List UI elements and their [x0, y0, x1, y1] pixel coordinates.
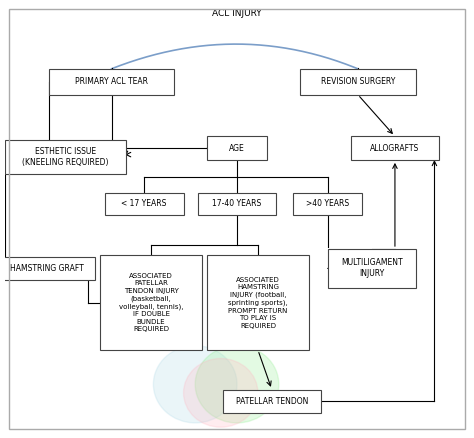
- FancyBboxPatch shape: [351, 136, 439, 160]
- Text: ALLOGRAFTS: ALLOGRAFTS: [370, 144, 419, 153]
- Text: ASSOCIATED
HAMSTRING
INJURY (football,
sprinting sports),
PROMPT RETURN
TO PLAY : ASSOCIATED HAMSTRING INJURY (football, s…: [228, 277, 288, 328]
- FancyBboxPatch shape: [223, 390, 320, 413]
- FancyBboxPatch shape: [207, 136, 267, 160]
- Text: ASSOCIATED
PATELLAR
TENDON INJURY
(basketball,
volleyball, tennis),
IF DOUBLE
BU: ASSOCIATED PATELLAR TENDON INJURY (baske…: [119, 273, 183, 332]
- Text: ESTHETIC ISSUE
(KNEELING REQUIRED): ESTHETIC ISSUE (KNEELING REQUIRED): [22, 147, 109, 167]
- Circle shape: [195, 346, 279, 423]
- FancyBboxPatch shape: [328, 249, 416, 288]
- Text: PRIMARY ACL TEAR: PRIMARY ACL TEAR: [75, 77, 148, 86]
- Text: AGE: AGE: [229, 144, 245, 153]
- FancyBboxPatch shape: [207, 255, 309, 350]
- FancyBboxPatch shape: [49, 69, 174, 95]
- Text: MULTILIGAMENT
INJURY: MULTILIGAMENT INJURY: [341, 258, 402, 279]
- FancyBboxPatch shape: [293, 193, 363, 215]
- Text: 17-40 YEARS: 17-40 YEARS: [212, 199, 262, 208]
- Text: < 17 YEARS: < 17 YEARS: [121, 199, 167, 208]
- Text: PATELLAR TENDON: PATELLAR TENDON: [236, 397, 308, 406]
- FancyBboxPatch shape: [5, 140, 126, 174]
- Text: >40 YEARS: >40 YEARS: [306, 199, 349, 208]
- Text: HAMSTRING GRAFT: HAMSTRING GRAFT: [9, 264, 83, 273]
- Circle shape: [183, 358, 258, 427]
- Circle shape: [154, 346, 237, 423]
- Text: REVISION SURGERY: REVISION SURGERY: [320, 77, 395, 86]
- FancyBboxPatch shape: [300, 69, 416, 95]
- Text: ACL INJURY: ACL INJURY: [212, 9, 262, 18]
- FancyBboxPatch shape: [100, 255, 202, 350]
- FancyBboxPatch shape: [105, 193, 183, 215]
- FancyBboxPatch shape: [198, 193, 276, 215]
- FancyBboxPatch shape: [0, 257, 95, 280]
